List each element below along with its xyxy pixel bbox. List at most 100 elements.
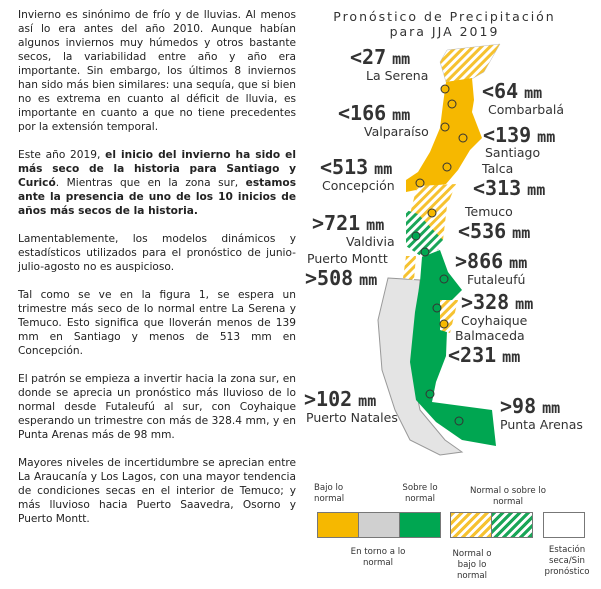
value-puerto-natales: >102 mm [304,389,376,411]
paragraph-2: Este año 2019, el inicio del invierno ha… [18,148,296,218]
map-subtitle: para JJA 2019 [389,24,500,39]
value: <166 [338,101,387,125]
value-valdivia: >721 mm [312,213,384,235]
city-coyhaique: Coyhaique [461,313,528,328]
value-futaleufu: >866 mm [455,251,527,273]
station-dot [411,231,421,241]
region-north-hatched [439,43,501,83]
paragraph-6: Mayores niveles de incertidumbre se apre… [18,457,296,525]
station-dot [415,178,425,188]
value: >98 [500,394,537,418]
legend-label-below: Bajo lo normal [314,483,345,504]
value: >721 [312,211,361,235]
value-puerto-montt: >508 mm [305,268,377,290]
unit: mm [542,399,561,417]
city-talca: Talca [482,161,514,176]
bold-text: el inicio del invierno ha sido el más se… [18,149,296,189]
value: <231 [448,343,497,367]
map-title: Pronóstico de Precipitación [333,9,556,24]
station-dot [427,208,437,218]
unit: mm [366,216,385,234]
legend-swatch-below [317,512,359,538]
city-la-serena: La Serena [366,68,429,83]
value-combarbala: <64 mm [482,81,542,103]
unit: mm [374,160,393,178]
city-combarbala: Combarbalá [488,102,565,117]
paragraph-3: Lamentablemente, los modelos dinámicos y… [18,233,296,273]
value-concepcion: <513 mm [320,157,392,179]
region-central-below [406,78,482,192]
city-punta-arenas: Punta Arenas [500,417,583,432]
city-puerto-montt: Puerto Montt [307,251,388,266]
value-santiago: <139 mm [483,125,555,147]
value: <64 [482,79,519,103]
unit: mm [512,224,531,242]
region-loslagos-hatched [406,210,443,257]
value: <27 [350,45,387,69]
paragraph-4: Tal como se ve en la figura 1, se espera… [18,289,296,357]
station-dot [420,247,430,257]
city-valparaiso: Valparaíso [364,124,429,139]
legend-swatch-above [399,512,441,538]
value: >508 [305,266,354,290]
station-dots [411,84,468,426]
city-santiago: Santiago [485,145,541,160]
city-valdivia: Valdivia [346,234,395,249]
paragraph-5: El patrón se empieza a invertir hacia la… [18,373,296,441]
station-dot [458,133,468,143]
value: <139 [483,123,532,147]
unit: mm [392,106,411,124]
city-balmaceda: Balmaceda [455,328,525,343]
legend-swatch-normal-or-above [491,512,533,538]
station-dot [440,84,450,94]
station-dot [442,162,452,172]
station-dot [454,416,464,426]
legend-label-normal-or-below: Normal o bajo lo normal [452,549,492,581]
legend-label-normal: En torno a lo normal [350,547,406,568]
unit: mm [358,392,377,410]
unit: mm [527,181,546,199]
value: >328 [461,290,510,314]
station-dot [447,99,457,109]
city-futaleufu: Futaleufú [467,272,526,287]
unit: mm [392,50,411,68]
value-valparaiso: <166 mm [338,103,410,125]
station-dot [439,319,449,329]
region-puertomontt-hatched [403,256,416,280]
legend-label-dry: Estación seca/Sin pronóstico [544,545,590,577]
value: <513 [320,155,369,179]
legend-label-above: Sobre lo normal [402,483,438,504]
value-talca: <313 mm [473,178,545,200]
city-temuco: Temuco [465,204,513,219]
value: >102 [304,387,353,411]
unit: mm [537,128,556,146]
city-puerto-natales: Puerto Natales [306,410,398,425]
unit: mm [515,295,534,313]
value: >866 [455,249,504,273]
value-punta-arenas: >98 mm [500,396,560,418]
legend-swatch-dry [543,512,585,538]
station-dot [432,303,442,313]
value-la-serena: <27 mm [350,47,410,69]
value: <313 [473,176,522,200]
station-dot [425,389,435,399]
unit: mm [524,84,543,102]
value: <536 [458,219,507,243]
unit: mm [359,271,378,289]
city-concepcion: Concepción [322,178,395,193]
value-temuco: <536 mm [458,221,530,243]
legend-swatch-normal-or-below [450,512,492,538]
text: Este año 2019, [18,149,106,161]
legend-swatch-normal [358,512,400,538]
article-text: Invierno es sinónimo de frío y de lluvia… [18,8,296,540]
bold-text: estamos ante la presencia de uno de los … [18,177,296,217]
paragraph-1: Invierno es sinónimo de frío y de lluvia… [18,9,296,133]
unit: mm [509,254,528,272]
value-balmaceda: <231 mm [448,345,520,367]
unit: mm [502,348,521,366]
legend-label-normal-or-above: Normal o sobre lo normal [469,486,546,507]
text: . Mientras que en la zona sur, [55,177,246,189]
station-dot [440,122,450,132]
station-dot [439,274,449,284]
